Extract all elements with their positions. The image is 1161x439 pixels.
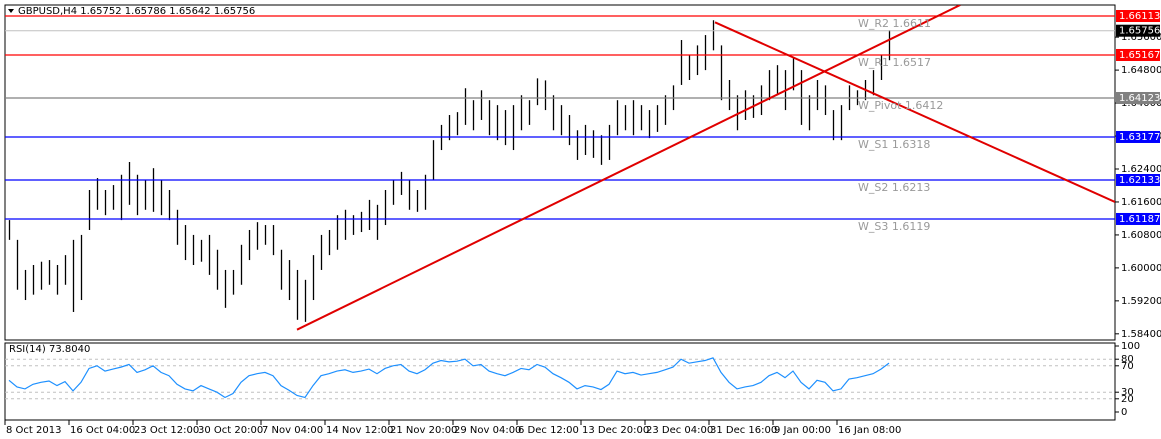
level-price-label: 1.65167: [1119, 50, 1160, 61]
level-price-label: 1.66113: [1119, 11, 1160, 22]
level-price-box: [1116, 212, 1160, 225]
x-tick-label: 29 Nov 04:00: [454, 425, 521, 436]
x-tick-label: 16 Jan 08:00: [838, 425, 901, 436]
rsi-tick-label: 30: [1121, 387, 1134, 398]
level-price-box: [1116, 130, 1160, 143]
x-tick-label: 6 Dec 12:00: [518, 425, 579, 436]
rsi-tick-label: 0: [1121, 407, 1127, 418]
pivot-label: W_S2 1.6213: [858, 181, 930, 194]
rsi-title: RSI(14) 73.8040: [9, 344, 90, 355]
rsi-tick-label: 70: [1121, 361, 1134, 372]
x-tick-label: 7 Nov 04:00: [262, 425, 323, 436]
menu-icon: [8, 9, 14, 13]
level-price-box: [1116, 48, 1160, 61]
rsi-frame: [4, 342, 1116, 421]
trend-line: [714, 21, 1115, 203]
rsi-line: [8, 357, 890, 399]
pivot-label: W_R1 1.6517: [858, 56, 931, 69]
rsi-tick-label: 100: [1121, 341, 1140, 352]
y-tick-label: 1.58400: [1121, 329, 1161, 340]
rsi-tick-label: 20: [1121, 394, 1134, 405]
y-tick-label: 1.65600: [1121, 32, 1161, 43]
chart-title: GBPUSD,H4 1.65752 1.65786 1.65642 1.6575…: [18, 6, 255, 17]
level-price-label: 1.63177: [1119, 132, 1160, 143]
x-tick-label: 13 Dec 20:00: [582, 425, 649, 436]
y-tick-label: 1.62400: [1121, 164, 1161, 175]
x-tick-label: 9 Jan 00:00: [774, 425, 831, 436]
level-price-box: [1116, 92, 1160, 105]
level-price-box: [1116, 10, 1160, 23]
plot-area: [5, 5, 1115, 331]
x-tick-label: 23 Oct 12:00: [134, 425, 199, 436]
current-price-box: [1116, 24, 1160, 37]
x-tick-label: 23 Dec 04:00: [646, 425, 713, 436]
pivot-label: W_Pivot 1.6412: [858, 99, 943, 112]
x-tick-label: 21 Nov 20:00: [390, 425, 457, 436]
y-tick-label: 1.64800: [1121, 65, 1161, 76]
x-tick-label: 30 Oct 20:00: [198, 425, 263, 436]
pivot-label: W_R2 1.6611: [858, 17, 931, 30]
level-price-label: 1.61187: [1119, 214, 1160, 225]
level-price-box: [1116, 173, 1160, 186]
y-tick-label: 1.59200: [1121, 296, 1161, 307]
pivot-label: W_S3 1.6119: [858, 220, 930, 233]
level-price-label: 1.64123: [1119, 93, 1160, 104]
x-tick-label: 16 Oct 04:00: [70, 425, 135, 436]
pivot-label: W_S1 1.6318: [858, 138, 930, 151]
y-tick-label: 1.60800: [1121, 230, 1161, 241]
y-tick-label: 1.61600: [1121, 197, 1161, 208]
x-tick-label: 14 Nov 12:00: [326, 425, 393, 436]
x-tick-label: 31 Dec 16:00: [710, 425, 777, 436]
current-price-label: 1.65756: [1119, 26, 1160, 37]
y-tick-label: 1.60000: [1121, 263, 1161, 274]
rsi-tick-label: 80: [1121, 354, 1134, 365]
price-frame: [4, 4, 1116, 341]
level-price-label: 1.62133: [1119, 175, 1160, 186]
trend-line: [296, 5, 961, 331]
x-tick-label: 8 Oct 2013: [6, 425, 61, 436]
